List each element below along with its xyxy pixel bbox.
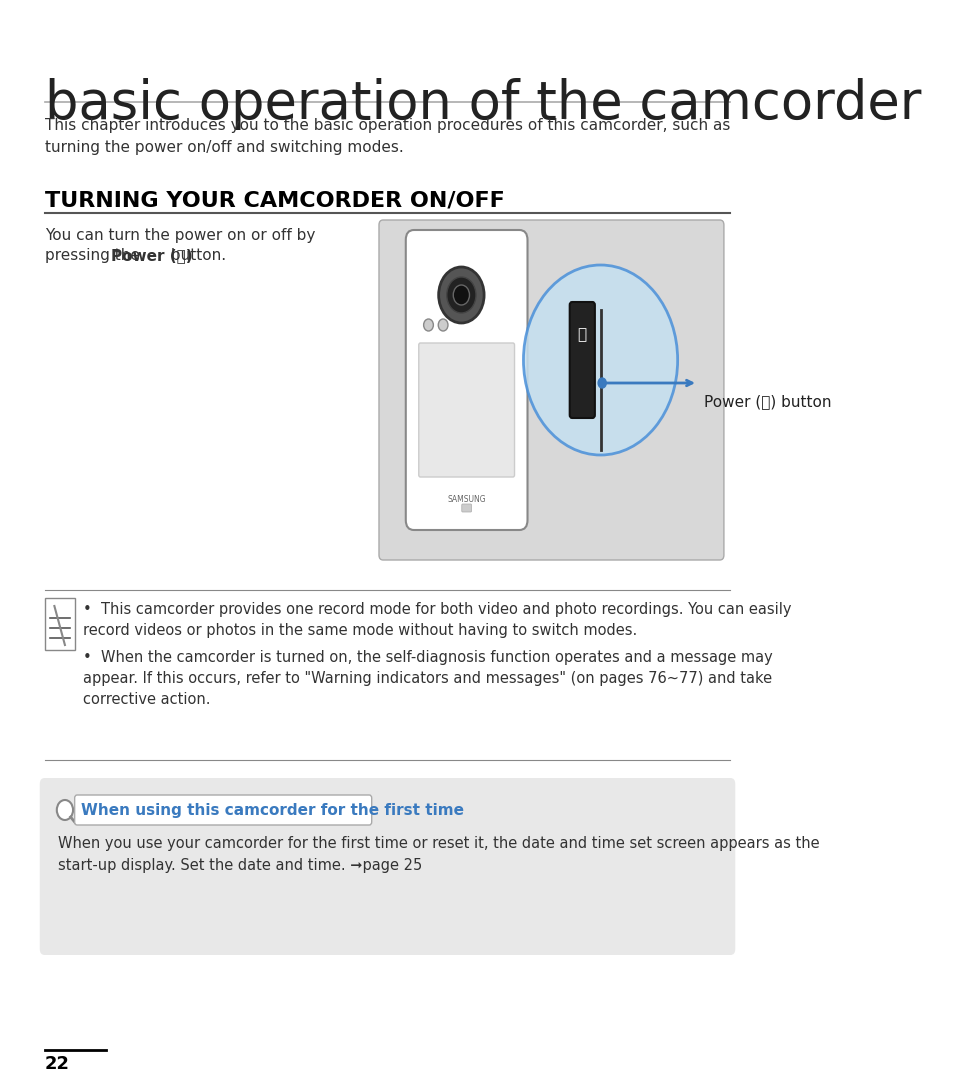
Text: When using this camcorder for the first time: When using this camcorder for the first … — [81, 803, 464, 817]
Circle shape — [598, 377, 605, 388]
Circle shape — [453, 285, 469, 305]
Text: pressing the: pressing the — [45, 248, 144, 263]
Text: ⏻: ⏻ — [578, 327, 586, 343]
Text: When you use your camcorder for the first time or reset it, the date and time se: When you use your camcorder for the firs… — [58, 836, 820, 873]
FancyBboxPatch shape — [405, 230, 527, 530]
Text: button.: button. — [166, 248, 226, 263]
FancyBboxPatch shape — [378, 220, 723, 560]
Circle shape — [437, 319, 448, 331]
Ellipse shape — [523, 265, 677, 455]
Text: •  This camcorder provides one record mode for both video and photo recordings. : • This camcorder provides one record mod… — [83, 602, 790, 638]
Circle shape — [423, 319, 433, 331]
Text: 22: 22 — [45, 1055, 70, 1074]
FancyBboxPatch shape — [40, 778, 735, 955]
Text: •  When the camcorder is turned on, the self-diagnosis function operates and a m: • When the camcorder is turned on, the s… — [83, 650, 772, 707]
Circle shape — [57, 800, 73, 820]
FancyBboxPatch shape — [74, 795, 372, 825]
FancyBboxPatch shape — [461, 504, 471, 512]
Circle shape — [438, 267, 483, 323]
FancyBboxPatch shape — [45, 598, 75, 650]
Circle shape — [446, 277, 476, 313]
Text: Power (⏻) button: Power (⏻) button — [703, 394, 831, 409]
Text: SAMSUNG: SAMSUNG — [447, 495, 485, 504]
Text: basic operation of the camcorder: basic operation of the camcorder — [45, 77, 921, 130]
Text: Power (⏻): Power (⏻) — [112, 248, 193, 263]
Text: This chapter introduces you to the basic operation procedures of this camcorder,: This chapter introduces you to the basic… — [45, 118, 729, 155]
FancyBboxPatch shape — [569, 302, 595, 418]
FancyBboxPatch shape — [418, 343, 514, 477]
Text: TURNING YOUR CAMCORDER ON/OFF: TURNING YOUR CAMCORDER ON/OFF — [45, 190, 504, 209]
Text: You can turn the power on or off by: You can turn the power on or off by — [45, 228, 314, 243]
